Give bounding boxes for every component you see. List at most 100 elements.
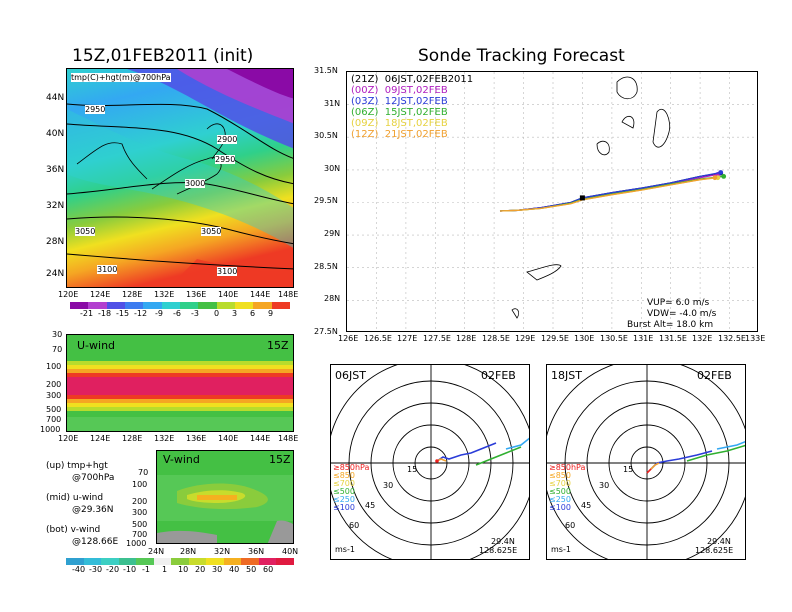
pressure-tick-label: 500 [46, 405, 62, 414]
level-legend: ≤700 [549, 479, 571, 488]
contour-label: 2950 [85, 105, 106, 114]
ring-label: 15 [407, 465, 418, 474]
colorbar-label: 50 [246, 565, 257, 574]
lat-tick-label: 24N [148, 547, 165, 556]
contour-label: 2950 [215, 155, 236, 164]
map-field [67, 69, 293, 287]
lat-tick-label: 36N [248, 547, 265, 556]
pressure-tick-label: 700 [46, 415, 62, 424]
contour-label: 3100 [97, 265, 118, 274]
note-mid-level: @29.36N [72, 505, 114, 515]
track-endpoint [718, 170, 724, 175]
legend-entry: (12Z) 21JST,02FEB [351, 129, 448, 140]
temperature-colorbar [70, 302, 290, 309]
u-wind-label: U-wind [77, 339, 116, 352]
burst-marker [579, 195, 585, 201]
level-legend: ≤500 [549, 487, 571, 496]
hodograph-lat: 29.4N [491, 537, 515, 546]
lat-tick-label: 30.5N [314, 131, 338, 140]
pressure-tick-label: 1000 [126, 539, 147, 548]
lat-tick-label: 40N [46, 129, 65, 139]
pressure-tick-label: 700 [132, 530, 148, 539]
hodograph-06jst: 06JST 02FEB 15 30 45 60 ≥850hPa ≤850 ≤70… [330, 364, 530, 560]
lon-tick-label: 130E [574, 334, 595, 343]
level-legend: ≤700 [333, 479, 355, 488]
lon-tick-label: 136E [186, 434, 207, 443]
colorbar-label: 3 [232, 309, 238, 318]
track-canvas [347, 72, 757, 331]
level-legend: ≤500 [333, 487, 355, 496]
pressure-tick-label: 200 [46, 380, 62, 389]
contour-label: 3100 [217, 267, 238, 276]
ring-label: 30 [599, 481, 610, 490]
lat-tick-label: 40N [282, 547, 299, 556]
pressure-tick-label: 70 [52, 345, 63, 354]
colorbar-label: -40 [72, 565, 86, 574]
lon-tick-label: 128.5E [482, 334, 510, 343]
level-legend: ≤850 [333, 471, 355, 480]
colorbar-label: -3 [191, 309, 199, 318]
lat-tick-label: 28N [324, 294, 341, 303]
ring-label: 15 [623, 465, 634, 474]
legend-entry: (00Z) 09JST,02FEB [351, 85, 448, 96]
track-legend: (21Z) 06JST,02FEB2011 (00Z) 09JST,02FEB (0… [351, 74, 473, 140]
ring-label: 30 [383, 481, 394, 490]
pressure-tick-label: 300 [132, 508, 148, 517]
lon-tick-label: 140E [218, 434, 239, 443]
u-wind-time: 15Z [267, 339, 289, 352]
lat-tick-label: 30N [324, 164, 341, 173]
lat-tick-label: 32N [214, 547, 231, 556]
u-wind-panel: U-wind 15Z [66, 334, 294, 432]
hodograph-18jst: 18JST 02FEB 15 30 45 60 ≥850hPa ≤850 ≤70… [546, 364, 746, 560]
hodograph-lon: 128.625E [479, 546, 518, 555]
lon-tick-label: 132E [692, 334, 713, 343]
lon-tick-label: 128E [456, 334, 477, 343]
lon-tick-label: 129.5E [541, 334, 569, 343]
lon-tick-label: 120E [58, 290, 79, 299]
pressure-tick-label: 500 [132, 520, 148, 529]
hodograph-units: ms-1 [551, 545, 571, 554]
burst-altitude-readout: Burst Alt= 18.0 km [627, 320, 714, 330]
left-panel-title: 15Z,01FEB2011 (init) [72, 46, 254, 66]
lat-tick-label: 36N [46, 165, 65, 175]
track-endpoint [712, 175, 718, 181]
sonde-track-plot: (21Z) 06JST,02FEB2011 (00Z) 09JST,02FEB (0… [346, 71, 758, 332]
ring-label: 60 [349, 521, 360, 530]
colorbar-label: 9 [268, 309, 274, 318]
level-legend: ≥850hPa [333, 463, 370, 472]
pressure-tick-label: 70 [138, 468, 149, 477]
lat-tick-label: 31N [324, 99, 341, 108]
ring-label: 60 [565, 521, 576, 530]
colorbar-label: -1 [142, 565, 150, 574]
legend-entry: (06Z) 15JST,02FEB [351, 107, 448, 118]
v-wind-field [157, 451, 293, 543]
ring-label: 45 [581, 501, 592, 510]
vdw-readout: VDW= -4.0 m/s [647, 309, 717, 319]
level-legend: ≤850 [549, 471, 571, 480]
note-up: (up) tmp+hgt [46, 461, 108, 471]
colorbar-label: -10 [123, 565, 137, 574]
lat-tick-label: 28N [180, 547, 197, 556]
note-up-level: @700hPa [72, 473, 115, 483]
lon-tick-label: 136E [186, 290, 207, 299]
lon-tick-label: 144E [250, 290, 271, 299]
lat-tick-label: 24N [46, 269, 65, 279]
colorbar-label: -12 [134, 309, 148, 318]
tracking-title: Sonde Tracking Forecast [418, 46, 625, 66]
colorbar-label: -15 [116, 309, 130, 318]
map-overlay-text: tmp(C)+hgt(m)@700hPa [71, 73, 171, 82]
hodograph-date: 02FEB [481, 369, 516, 382]
lat-tick-label: 29N [324, 229, 341, 238]
lon-tick-label: 128E [122, 434, 143, 443]
colorbar-label: 1 [162, 565, 168, 574]
hodograph-time: 18JST [551, 369, 582, 382]
lat-tick-label: 31.5N [314, 66, 338, 75]
colorbar-label: 60 [263, 565, 274, 574]
lon-tick-label: 144E [250, 434, 271, 443]
lon-tick-label: 128E [122, 290, 143, 299]
level-legend: ≥850hPa [549, 463, 586, 472]
note-mid: (mid) u-wind [46, 493, 104, 503]
level-legend: ≤100 [333, 503, 355, 512]
contour-label: 3000 [185, 179, 206, 188]
colorbar-label: -30 [89, 565, 103, 574]
